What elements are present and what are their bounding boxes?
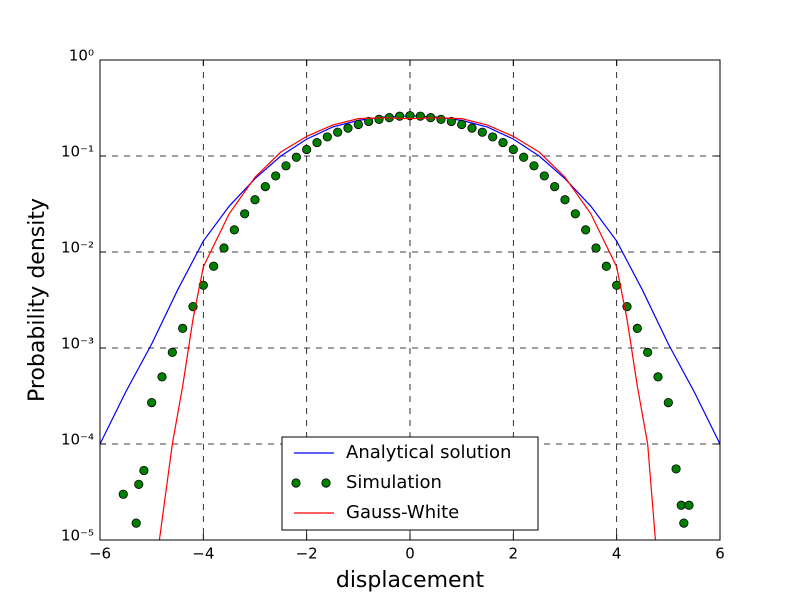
data-point <box>653 372 663 382</box>
y-tick-label: 10⁻⁵ <box>61 527 94 545</box>
data-point <box>302 144 312 155</box>
data-point <box>139 465 149 476</box>
y-tick-label: 10⁻⁴ <box>61 431 94 449</box>
data-point <box>118 489 128 499</box>
data-point <box>560 195 570 205</box>
legend-swatch <box>321 478 331 488</box>
data-point <box>570 209 580 219</box>
x-tick-label: −6 <box>89 545 111 563</box>
data-point <box>591 243 601 253</box>
data-point <box>632 323 642 334</box>
data-point <box>219 243 229 253</box>
data-point <box>131 518 141 528</box>
data-point <box>643 347 653 357</box>
x-tick-label: 2 <box>509 545 519 563</box>
data-line <box>158 117 657 541</box>
data-point <box>229 225 239 235</box>
x-tick-label: 6 <box>715 545 725 563</box>
data-point <box>488 132 498 142</box>
data-point <box>271 171 281 181</box>
x-tick-label: −4 <box>192 545 214 563</box>
x-tick-label: −2 <box>296 545 318 563</box>
data-point <box>178 323 188 334</box>
data-point <box>529 161 539 171</box>
x-tick-label: 0 <box>405 545 415 563</box>
data-point <box>374 114 384 124</box>
y-tick-label: 10⁻² <box>61 239 94 257</box>
data-point <box>250 195 260 205</box>
data-point <box>663 397 673 408</box>
data-point <box>395 111 405 121</box>
data-point <box>209 261 219 271</box>
data-point <box>353 119 363 130</box>
y-tick-label: 10⁰ <box>69 47 94 65</box>
data-point <box>684 500 694 510</box>
data-point <box>260 182 270 192</box>
data-point <box>550 182 560 192</box>
y-tick-label: 10⁻¹ <box>61 143 94 161</box>
data-point <box>312 137 322 148</box>
data-point <box>676 500 686 510</box>
data-point <box>436 114 446 124</box>
data-point <box>281 161 291 171</box>
data-point <box>364 116 374 127</box>
data-point <box>519 152 529 162</box>
legend-label: Analytical solution <box>346 442 511 463</box>
x-tick-label: 4 <box>612 545 622 563</box>
plot-frame <box>99 59 721 541</box>
data-point <box>167 347 177 357</box>
legend-label: Gauss-White <box>346 502 459 523</box>
data-point <box>477 127 487 137</box>
y-tick-label: 10⁻³ <box>61 335 94 353</box>
data-point <box>415 111 425 121</box>
data-point <box>671 464 681 474</box>
data-point <box>581 225 591 235</box>
data-point <box>322 132 332 142</box>
data-point <box>498 137 508 148</box>
data-point <box>446 116 456 127</box>
data-point <box>157 372 167 382</box>
data-point <box>240 209 250 219</box>
data-point <box>539 171 549 181</box>
legend-label: Simulation <box>346 472 442 493</box>
data-point <box>679 518 689 528</box>
data-point <box>601 261 611 271</box>
data-point <box>147 397 157 408</box>
data-point <box>405 111 415 121</box>
data-point <box>343 123 353 133</box>
data-point <box>467 123 477 133</box>
legend-swatch <box>291 478 301 488</box>
data-point <box>508 144 518 155</box>
data-point <box>291 152 301 162</box>
x-axis-label: displacement <box>336 568 485 593</box>
data-point <box>457 119 467 130</box>
y-axis-label: Probability density <box>25 198 50 402</box>
data-point <box>134 479 144 489</box>
data-point <box>333 127 343 137</box>
